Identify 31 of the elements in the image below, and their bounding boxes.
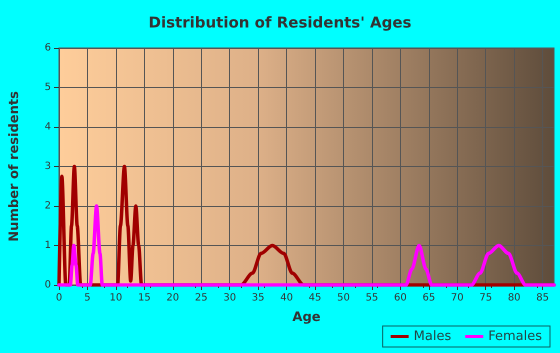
x-tick-label: 55: [366, 292, 378, 304]
x-tick-label: 10: [110, 292, 122, 304]
x-tick-label: 0: [56, 292, 62, 304]
y-tick-label: 0: [44, 280, 51, 290]
x-tick-label: 25: [194, 292, 208, 304]
x-tick-label: 5: [84, 292, 91, 304]
x-tick-label: 60: [394, 292, 407, 304]
y-tick-label: 1: [44, 240, 51, 251]
x-tick-label: 70: [450, 292, 464, 304]
x-tick-label: 40: [280, 292, 293, 304]
y-axis-title: Number of residents: [7, 90, 22, 242]
x-tick-label: 35: [252, 292, 265, 304]
x-tick-label: 45: [308, 292, 322, 304]
x-tick-label: 75: [479, 292, 492, 304]
x-tick-label: 65: [422, 292, 436, 304]
x-tick-label: 20: [166, 292, 180, 304]
x-axis-title: Age: [292, 310, 321, 325]
legend-label: Males: [414, 329, 452, 344]
y-tick-label: 3: [44, 161, 51, 172]
chart-title: Distribution of Residents' Ages: [148, 14, 412, 32]
y-tick-label: 2: [44, 200, 51, 212]
x-tick-label: 50: [337, 292, 350, 304]
x-tick-label: 80: [508, 292, 521, 304]
y-tick-label: 6: [44, 42, 51, 54]
x-tick-label: 30: [223, 292, 236, 304]
line-series: [57, 204, 556, 287]
y-tick-label: 5: [44, 82, 51, 93]
x-tick-label: 85: [536, 292, 549, 304]
legend-label: Females: [488, 329, 542, 344]
y-tick-label: 4: [44, 122, 51, 132]
x-tick-label: 15: [138, 292, 151, 304]
